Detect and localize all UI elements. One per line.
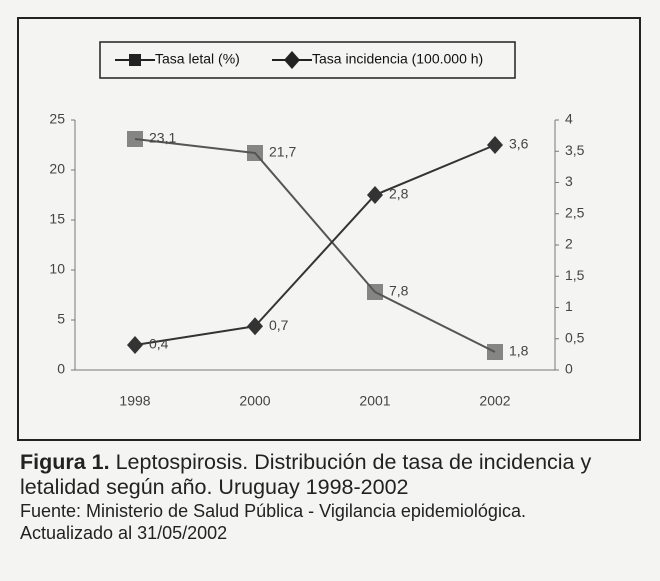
y2-tick-label: 4 xyxy=(565,111,573,127)
data-point xyxy=(127,336,143,354)
data-label: 0,7 xyxy=(269,317,289,333)
legend-label: Tasa letal (%) xyxy=(155,51,240,67)
data-label: 21,7 xyxy=(269,144,296,160)
y2-tick-label: 1 xyxy=(565,298,573,314)
chart-frame xyxy=(17,17,641,441)
series-line xyxy=(134,138,496,353)
data-point xyxy=(367,186,383,204)
y2-tick-label: 2,5 xyxy=(565,204,585,220)
y-tick-label: 10 xyxy=(49,261,65,277)
legend-box xyxy=(99,41,516,79)
caption-label: Figura 1. xyxy=(20,450,110,474)
data-label: 7,8 xyxy=(389,283,409,299)
legend-marker xyxy=(284,51,300,69)
caption: Figura 1. Leptospirosis. Distribución de… xyxy=(20,450,645,544)
data-point xyxy=(247,145,263,161)
y-tick-label: 20 xyxy=(49,161,65,177)
x-tick-label: 2000 xyxy=(239,393,270,409)
caption-main: Figura 1. Leptospirosis. Distribución de… xyxy=(20,450,645,500)
data-label: 3,6 xyxy=(509,136,529,152)
y2-tick-label: 3,5 xyxy=(565,142,585,158)
data-point xyxy=(487,344,503,360)
y-tick-label: 5 xyxy=(57,311,65,327)
x-tick-label: 1998 xyxy=(119,393,150,409)
data-label: 1,8 xyxy=(509,343,529,359)
y-tick-label: 25 xyxy=(49,111,65,127)
legend-label: Tasa incidencia (100.000 h) xyxy=(312,51,483,67)
data-label: 2,8 xyxy=(389,186,409,202)
data-point xyxy=(487,136,503,154)
y2-tick-label: 1,5 xyxy=(565,267,585,283)
caption-updated: Actualizado al 31/05/2002 xyxy=(20,523,228,543)
data-point xyxy=(127,131,143,147)
legend-marker xyxy=(129,54,141,66)
caption-text: Leptospirosis. Distribución de tasa de i… xyxy=(20,450,592,499)
series-line xyxy=(134,144,496,346)
x-tick-label: 2002 xyxy=(479,393,510,409)
data-label: 23,1 xyxy=(149,130,176,146)
chart: 0 5 10 15 20 25 0 0,5 1 1,5 2 2,5 3 3,5 4 1998 2000 2001 2… xyxy=(17,17,641,441)
data-point xyxy=(367,284,383,300)
y-tick-label: 0 xyxy=(57,361,65,377)
y2-tick-label: 0 xyxy=(565,361,573,377)
data-point xyxy=(247,317,263,336)
caption-source: Fuente: Ministerio de Salud Pública - Vi… xyxy=(20,501,526,521)
y2-tick-label: 2 xyxy=(565,236,573,252)
y2-tick-label: 0,5 xyxy=(565,329,585,345)
data-label: 0,4 xyxy=(149,336,169,352)
x-tick-label: 2001 xyxy=(359,393,390,409)
y-tick-label: 15 xyxy=(49,211,65,227)
y2-tick-label: 3 xyxy=(565,173,573,189)
